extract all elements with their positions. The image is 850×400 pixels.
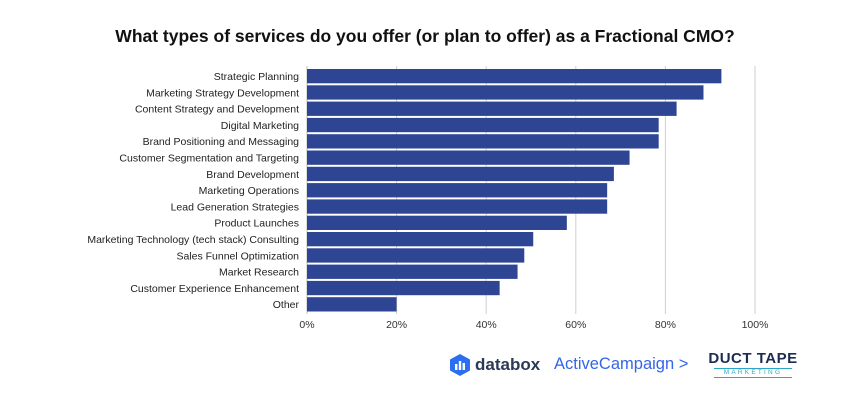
x-tick-label: 40% <box>476 319 497 331</box>
bar <box>307 69 722 84</box>
marketing-text: MARKETING <box>714 368 792 378</box>
databox-icon <box>450 354 470 376</box>
x-tick-label: 20% <box>386 319 407 331</box>
bar-chart: Strategic Planning Marketing Strategy Dev… <box>87 66 768 331</box>
duct-tape-text: DUCT TAPE <box>708 350 798 367</box>
sponsor-logos: databox ActiveCampaign > DUCT TAPE MARKE… <box>450 350 810 382</box>
category-label: Other <box>273 299 300 311</box>
databox-logo: databox <box>450 354 540 376</box>
category-label: Customer Experience Enhancement <box>130 283 299 295</box>
category-labels: Strategic Planning Marketing Strategy Dev… <box>87 71 299 311</box>
category-label: Customer Segmentation and Targeting <box>119 152 299 164</box>
bar <box>307 183 608 198</box>
duct-tape-marketing-logo: DUCT TAPE MARKETING <box>708 350 798 378</box>
category-label: Content Strategy and Development <box>135 104 299 116</box>
bar <box>307 248 525 263</box>
x-tick-label: 60% <box>565 319 586 331</box>
x-tick-label: 0% <box>299 319 314 331</box>
bar <box>307 199 608 214</box>
category-label: Brand Development <box>206 169 299 181</box>
category-label: Marketing Operations <box>199 185 299 197</box>
category-label: Product Launches <box>214 218 299 230</box>
x-tick-labels: 0% 20% 40% 60% 80% 100% <box>299 319 768 331</box>
category-label: Marketing Strategy Development <box>146 87 299 99</box>
x-tick-label: 80% <box>655 319 676 331</box>
category-label: Lead Generation Strategies <box>171 201 299 213</box>
activecampaign-logo: ActiveCampaign > <box>554 355 689 373</box>
category-label: Marketing Technology (tech stack) Consul… <box>87 234 299 246</box>
bar <box>307 215 567 230</box>
bar <box>307 280 500 296</box>
bar <box>307 166 614 182</box>
category-label: Sales Funnel Optimization <box>176 250 299 262</box>
bar <box>307 85 704 100</box>
bar <box>307 101 677 116</box>
databox-text: databox <box>475 355 541 374</box>
x-tick-label: 100% <box>742 319 769 331</box>
bar <box>307 134 659 149</box>
bar <box>307 117 659 133</box>
bar <box>307 264 518 279</box>
chart-title: What types of services do you offer (or … <box>115 26 735 46</box>
category-label: Digital Marketing <box>221 120 299 132</box>
bars <box>307 69 722 312</box>
bar <box>307 150 630 165</box>
category-label: Strategic Planning <box>214 71 299 83</box>
category-label: Market Research <box>219 267 299 279</box>
category-label: Brand Positioning and Messaging <box>143 136 300 148</box>
bar <box>307 297 397 312</box>
bar <box>307 232 534 247</box>
